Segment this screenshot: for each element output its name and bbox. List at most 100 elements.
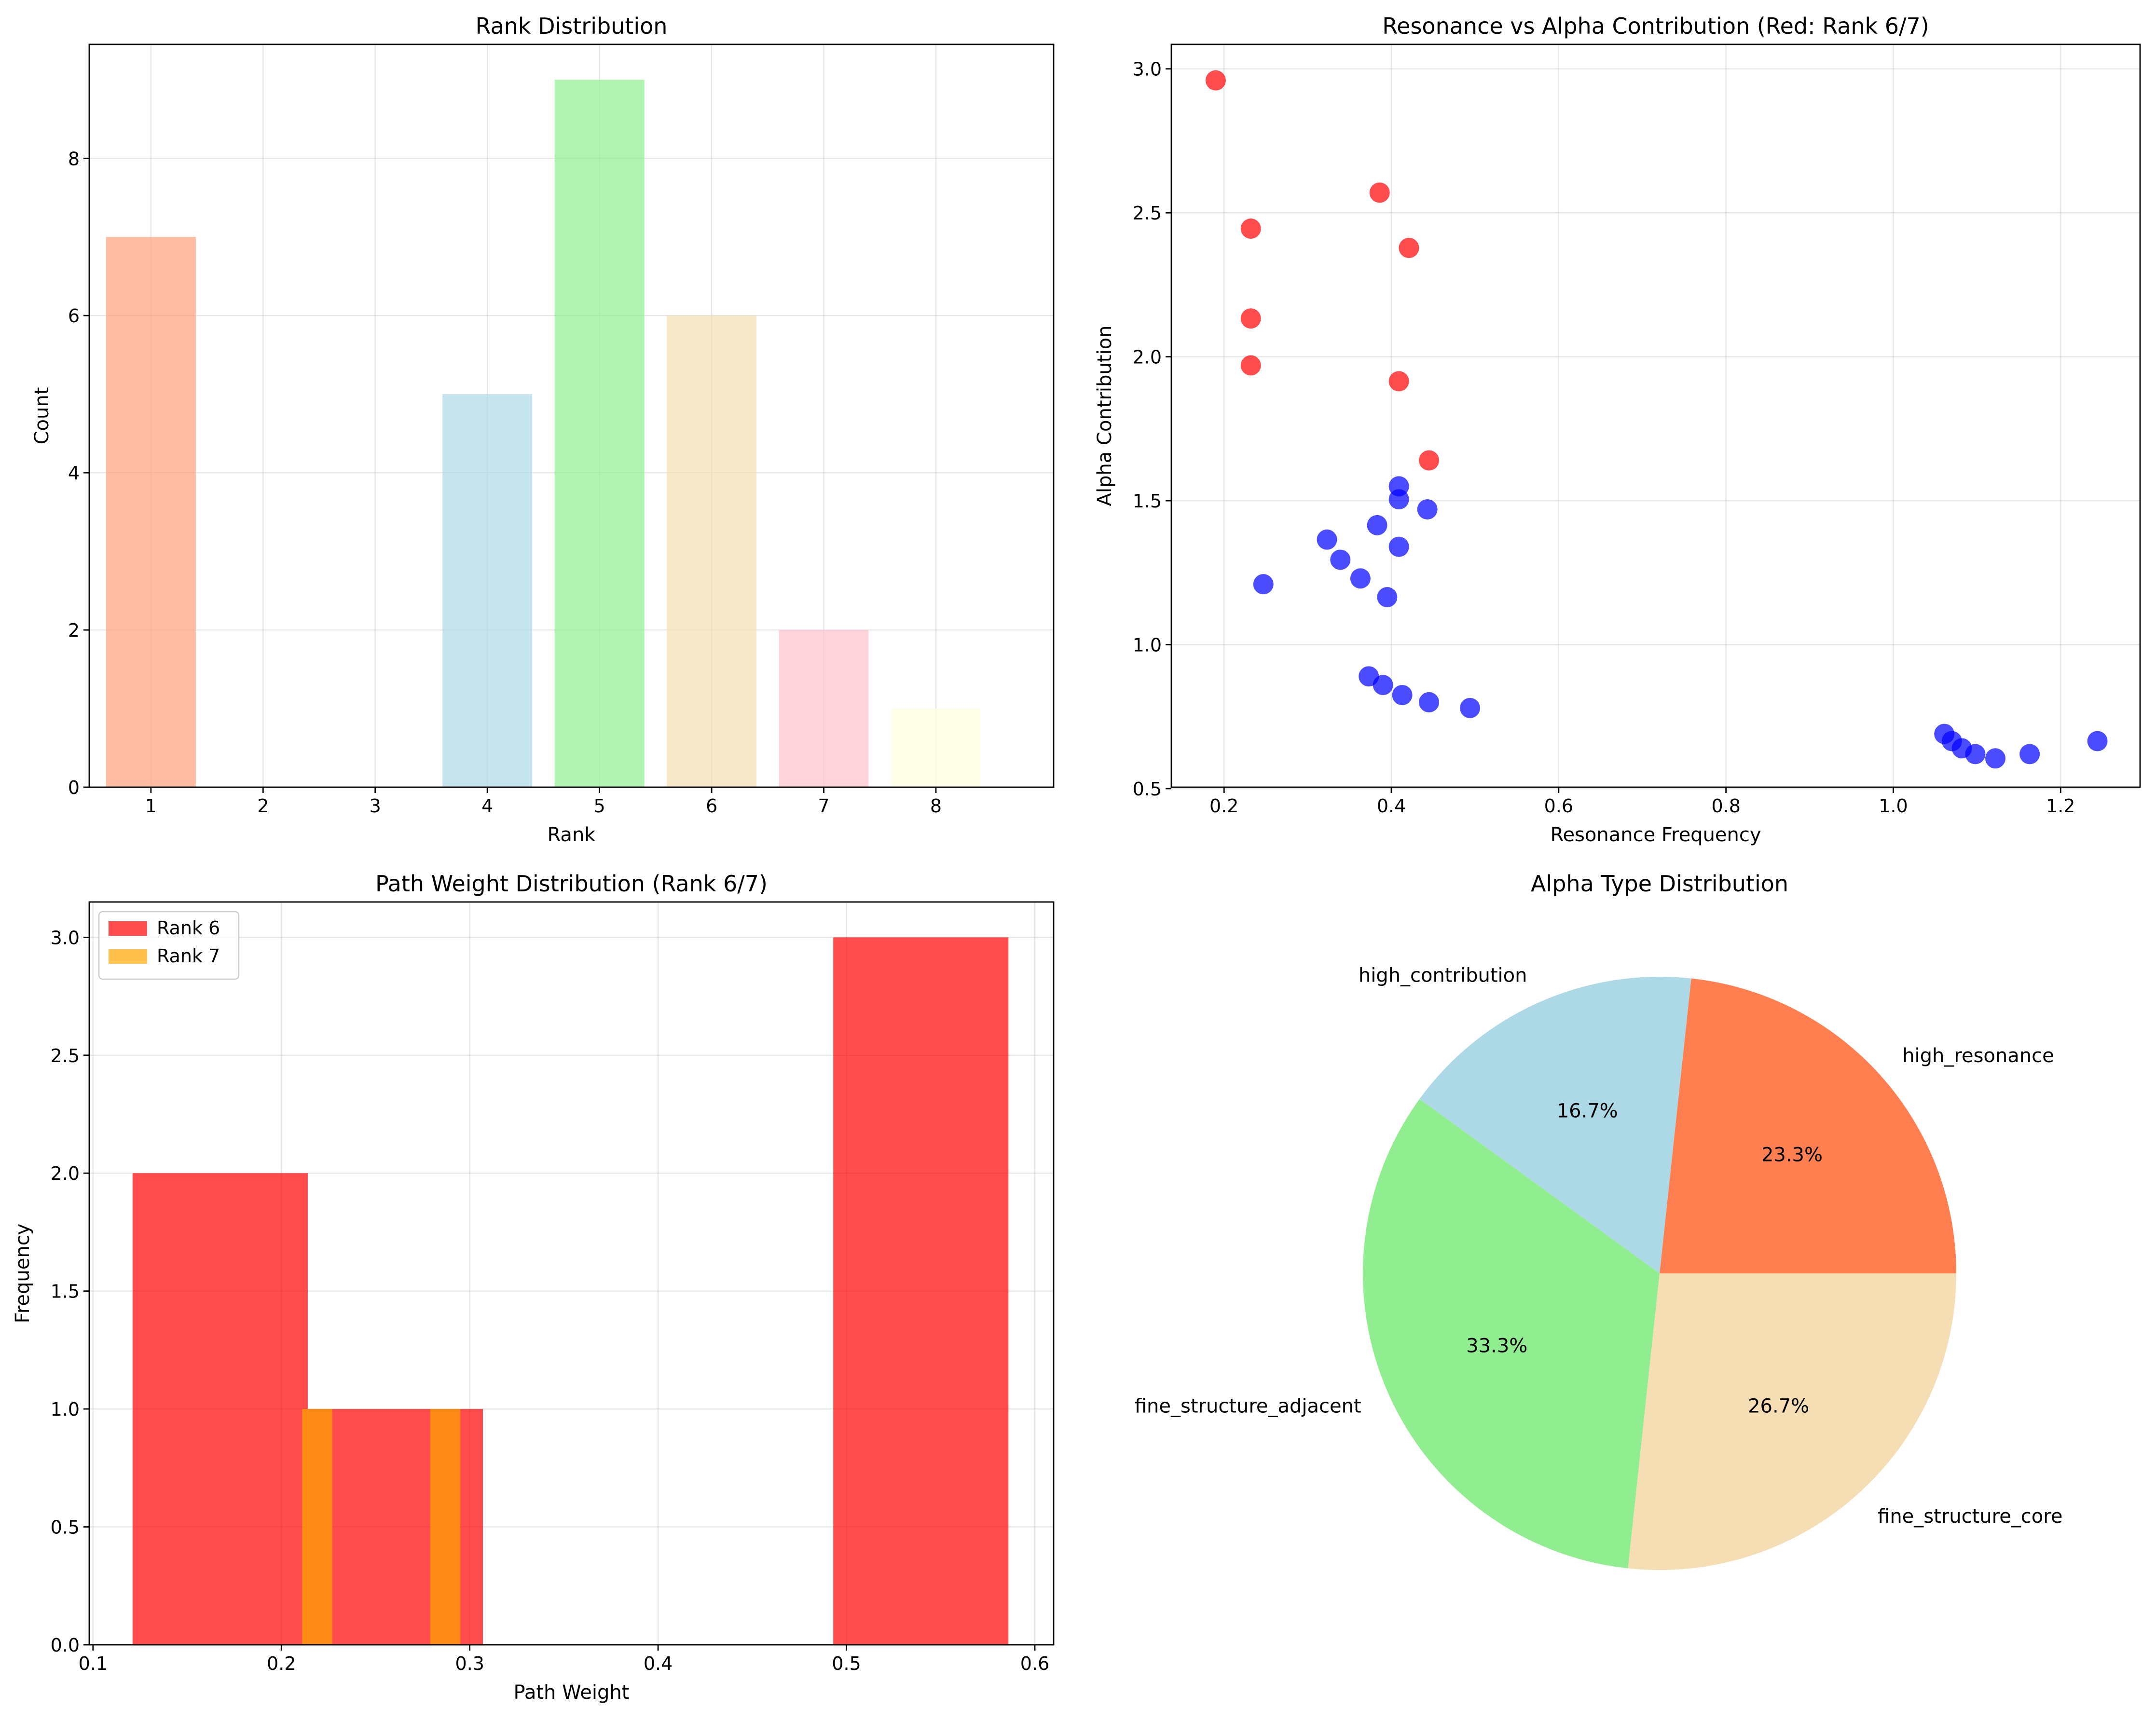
- x-tick-label: 6: [706, 795, 717, 817]
- pie-label: fine_structure_adjacent: [1135, 1395, 1361, 1418]
- pie-label: high_contribution: [1359, 965, 1527, 987]
- alpha-type-pie-chart: high_resonance 23.3% high_contribution 16.7…: [1135, 871, 2062, 1570]
- y-tick-label: 4: [68, 463, 80, 484]
- y-tick-label: 1.5: [51, 1281, 80, 1302]
- legend-swatch: [109, 949, 147, 964]
- axes-frame: [88, 43, 1055, 788]
- y-tick-label: 8: [68, 148, 80, 169]
- chart-title: Resonance vs Alpha Contribution (Red: Ra…: [1382, 13, 1929, 39]
- scatter-point: [2019, 744, 2040, 765]
- pie-percent-label: 23.3%: [1761, 1144, 1823, 1166]
- y-tick-label: 2: [68, 620, 80, 641]
- pie-slice-high_contribution: [1419, 976, 1691, 1273]
- pie-label: fine_structure_core: [1878, 1505, 2062, 1528]
- chart-title: Alpha Type Distribution: [1531, 871, 1788, 897]
- scatter-point: [1388, 489, 1409, 510]
- scatter-point: [1419, 450, 1440, 471]
- y-tick-label: 3.0: [1133, 59, 1162, 80]
- scatter-point: [1317, 529, 1337, 550]
- x-tick-label: 5: [594, 795, 605, 817]
- y-tick-label: 6: [68, 305, 80, 327]
- y-tick-label: 2.5: [1133, 203, 1162, 224]
- histogram-bar: [132, 1173, 308, 1645]
- scatter-point: [1392, 684, 1413, 705]
- legend-label: Rank 7: [157, 945, 220, 967]
- x-axis-label: Rank: [548, 824, 596, 846]
- x-tick-label: 8: [930, 795, 942, 817]
- scatter-point: [1253, 574, 1274, 595]
- legend-label: Rank 6: [157, 917, 220, 939]
- legend-swatch: [109, 921, 147, 936]
- scatter-point: [1419, 692, 1440, 712]
- x-tick-label: 1.2: [2046, 795, 2075, 817]
- x-tick-label: 0.4: [644, 1653, 673, 1674]
- x-tick-label: 0.6: [1020, 1653, 1049, 1674]
- bar-rank-4: [442, 394, 533, 787]
- pie-slice-high_resonance: [1660, 978, 1956, 1273]
- scatter-point: [1205, 70, 1226, 91]
- x-tick-label: 0.6: [1544, 795, 1573, 817]
- y-axis-label: Alpha Contribution: [1094, 326, 1116, 506]
- bar-rank-1: [106, 237, 196, 787]
- x-tick-label: 7: [818, 795, 829, 817]
- scatter-point: [1240, 219, 1261, 239]
- scatter-point: [1240, 308, 1261, 329]
- scatter-point: [1369, 182, 1390, 203]
- x-tick-label: 0.2: [267, 1653, 296, 1674]
- resonance-scatter-chart: 0.2 0.4 0.6 0.8 1.0 1.2 0.5 1.0 1.5 2.0 2.5 3.0 Reso…: [1094, 13, 2141, 846]
- scatter-point: [1367, 515, 1387, 535]
- pie-slice-fine_structure_core: [1628, 1273, 1956, 1570]
- pie-percent-label: 33.3%: [1466, 1335, 1527, 1357]
- scatter-point: [1399, 238, 1419, 259]
- x-tick-label: 3: [370, 795, 381, 817]
- path-weight-histogram: 0.1 0.2 0.3 0.4 0.5 0.6 0.0 0.5 1.0 1.5 2.0 2.5 3.0 P…: [12, 871, 1055, 1704]
- x-tick-label: 1.0: [1879, 795, 1908, 817]
- x-tick-label: 1: [145, 795, 157, 817]
- scatter-point: [1373, 675, 1393, 696]
- y-tick-label: 1.0: [51, 1399, 80, 1420]
- pie-percent-label: 16.7%: [1557, 1100, 1618, 1122]
- scatter-point: [1377, 587, 1398, 608]
- scatter-point: [2087, 731, 2108, 751]
- pie-label: high_resonance: [1902, 1045, 2054, 1067]
- scatter-point: [1388, 371, 1409, 392]
- histogram-bar: [430, 1409, 461, 1645]
- y-tick-label: 0: [68, 777, 80, 798]
- bar-rank-6: [667, 315, 757, 787]
- x-tick-label: 0.4: [1377, 795, 1406, 817]
- axes-frame: [1170, 43, 2141, 788]
- x-tick-label: 0.5: [832, 1653, 861, 1674]
- y-tick-label: 2.0: [51, 1163, 80, 1184]
- y-tick-label: 1.0: [1133, 635, 1162, 656]
- rank-distribution-chart: 1 2 3 4 5 6 7 8 0 2 4 6 8 Rank Count Rank Distribution: [31, 13, 1055, 846]
- scatter-point: [1240, 355, 1261, 376]
- x-tick-label: 2: [257, 795, 269, 817]
- scatter-point: [1965, 744, 1986, 765]
- scatter-point: [1388, 536, 1409, 557]
- scatter-point: [1330, 549, 1351, 570]
- scatter-point: [1350, 568, 1371, 589]
- scatter-point: [1417, 499, 1438, 519]
- histogram-bar: [833, 937, 1009, 1645]
- bar-rank-5: [554, 80, 645, 787]
- y-tick-label: 3.0: [51, 927, 80, 948]
- y-tick-label: 2.5: [51, 1045, 80, 1066]
- scatter-point: [1985, 748, 2006, 769]
- x-axis-label: Resonance Frequency: [1550, 824, 1761, 846]
- x-axis-label: Path Weight: [514, 1681, 630, 1704]
- legend: Rank 6 Rank 7: [98, 911, 240, 980]
- y-tick-label: 0.5: [51, 1517, 80, 1538]
- y-tick-label: 0.0: [51, 1635, 80, 1656]
- histogram-bar: [302, 1409, 332, 1645]
- axes-frame: [88, 901, 1055, 1646]
- x-tick-label: 0.8: [1711, 795, 1740, 817]
- y-tick-label: 2.0: [1133, 347, 1162, 368]
- bar-rank-8: [891, 709, 981, 787]
- y-axis-label: Frequency: [12, 1224, 34, 1324]
- x-tick-label: 0.3: [455, 1653, 484, 1674]
- bar-rank-7: [779, 630, 869, 787]
- pie-slice-fine_structure_adjacent: [1363, 1099, 1660, 1569]
- x-tick-label: 4: [481, 795, 493, 817]
- scatter-point: [1460, 697, 1481, 718]
